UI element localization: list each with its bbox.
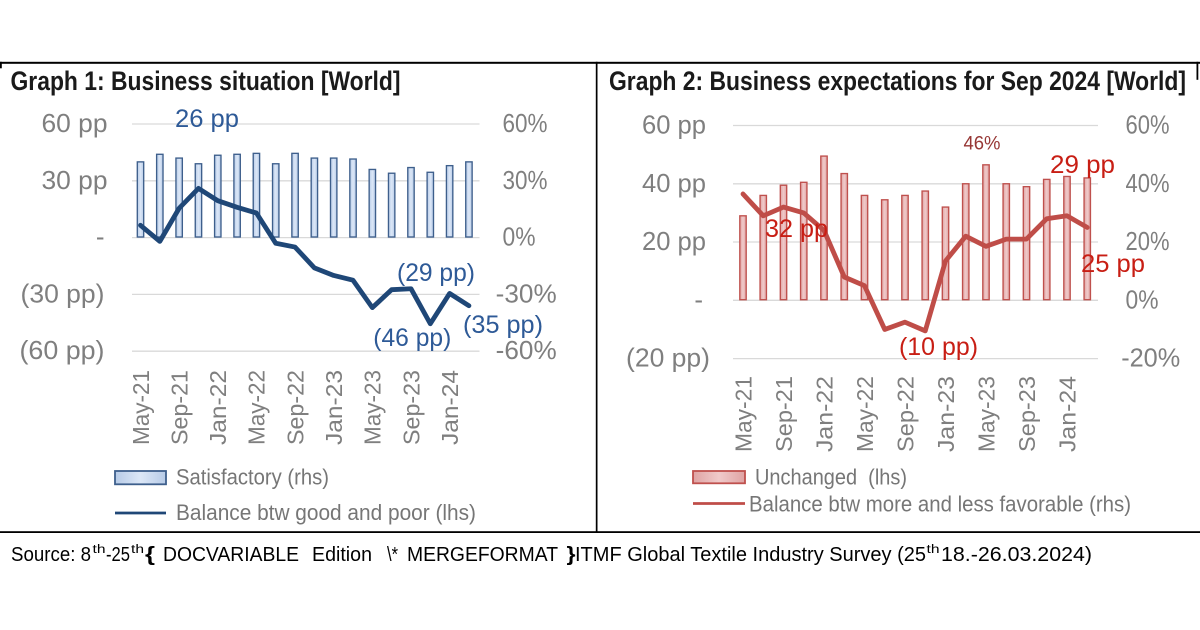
svg-text:May-23: May-23 bbox=[360, 370, 386, 445]
svg-text:29 pp: 29 pp bbox=[1050, 151, 1115, 179]
svg-text:ITMF Global Textile Industry S: ITMF Global Textile Industry Survey (25 bbox=[575, 544, 926, 566]
svg-text:40%: 40% bbox=[1126, 168, 1170, 198]
svg-text:Sep-21: Sep-21 bbox=[771, 376, 797, 452]
svg-text:th: th bbox=[927, 544, 940, 556]
svg-text:(60 pp): (60 pp) bbox=[20, 335, 105, 365]
svg-text:Jan-22: Jan-22 bbox=[205, 370, 231, 445]
svg-text:(29 pp): (29 pp) bbox=[397, 259, 475, 287]
svg-text:May-23: May-23 bbox=[973, 376, 999, 452]
svg-text:Sep-22: Sep-22 bbox=[892, 376, 918, 452]
svg-text:Graph 1: Business situation [W: Graph 1: Business situation [World] bbox=[11, 66, 401, 96]
svg-text:}: } bbox=[567, 544, 576, 566]
svg-text:\*: \* bbox=[387, 544, 398, 566]
svg-text:Balance btw more and less favo: Balance btw more and less favorable (rhs… bbox=[749, 492, 1131, 517]
svg-text:Sep-21: Sep-21 bbox=[166, 370, 192, 445]
svg-text:Jan-23: Jan-23 bbox=[321, 370, 347, 445]
svg-text:30%: 30% bbox=[503, 165, 548, 195]
svg-text:0%: 0% bbox=[1126, 284, 1159, 314]
svg-text:(46 pp): (46 pp) bbox=[373, 324, 451, 352]
svg-text:Balance btw good and poor (lhs: Balance btw good and poor (lhs) bbox=[176, 500, 476, 525]
svg-text:(30 pp): (30 pp) bbox=[21, 278, 105, 308]
svg-text:May-22: May-22 bbox=[244, 370, 270, 445]
svg-text:Jan-23: Jan-23 bbox=[933, 376, 959, 452]
svg-text:-25: -25 bbox=[106, 544, 130, 566]
svg-text:Graph 2: Business expectations: Graph 2: Business expectations for Sep 2… bbox=[609, 66, 1186, 96]
svg-text:Unchanged (lhs): Unchanged (lhs) bbox=[755, 465, 907, 490]
svg-text:32 pp: 32 pp bbox=[765, 215, 828, 243]
svg-text:60 pp: 60 pp bbox=[42, 108, 108, 138]
svg-text:Satisfactory (rhs): Satisfactory (rhs) bbox=[176, 465, 329, 490]
svg-text:May-21: May-21 bbox=[128, 370, 154, 445]
svg-text:{: { bbox=[145, 544, 155, 566]
svg-text:46%: 46% bbox=[964, 134, 1001, 155]
svg-text:40 pp: 40 pp bbox=[642, 168, 706, 198]
svg-text:-30%: -30% bbox=[496, 278, 557, 308]
svg-text:Jan-24: Jan-24 bbox=[1054, 376, 1080, 452]
svg-text:th: th bbox=[131, 544, 144, 556]
svg-text:(10 pp): (10 pp) bbox=[899, 333, 978, 361]
svg-text:18.-26.03.2024): 18.-26.03.2024) bbox=[941, 544, 1092, 566]
svg-text:-: - bbox=[694, 284, 703, 314]
svg-text:60 pp: 60 pp bbox=[642, 110, 706, 140]
svg-text:-60%: -60% bbox=[496, 335, 557, 365]
svg-text:60%: 60% bbox=[1126, 110, 1170, 140]
svg-text:-: - bbox=[96, 222, 105, 252]
svg-text:20%: 20% bbox=[1126, 226, 1170, 256]
svg-text:Jan-22: Jan-22 bbox=[811, 376, 837, 452]
svg-text:May-21: May-21 bbox=[730, 376, 756, 452]
svg-text:-20%: -20% bbox=[1121, 343, 1180, 373]
svg-text:Jan-24: Jan-24 bbox=[437, 370, 463, 445]
svg-text:May-22: May-22 bbox=[852, 376, 878, 452]
svg-text:(20 pp): (20 pp) bbox=[626, 343, 710, 373]
svg-text:60%: 60% bbox=[503, 108, 548, 138]
svg-text:Sep-22: Sep-22 bbox=[282, 370, 308, 445]
svg-text:30 pp: 30 pp bbox=[42, 165, 108, 195]
svg-text:Sep-23: Sep-23 bbox=[398, 370, 424, 445]
svg-text:DOCVARIABLE: DOCVARIABLE bbox=[163, 544, 299, 566]
svg-text:Edition: Edition bbox=[312, 544, 372, 566]
svg-text:26 pp: 26 pp bbox=[175, 105, 239, 133]
svg-text:(35 pp): (35 pp) bbox=[463, 311, 543, 339]
svg-text:th: th bbox=[93, 544, 106, 556]
svg-text:MERGEFORMAT: MERGEFORMAT bbox=[407, 544, 558, 566]
svg-text:20 pp: 20 pp bbox=[642, 226, 706, 256]
svg-text:25 pp: 25 pp bbox=[1081, 250, 1145, 278]
svg-text:0%: 0% bbox=[503, 222, 536, 252]
svg-text:Sep-23: Sep-23 bbox=[1014, 376, 1040, 452]
svg-text:Source: 8: Source: 8 bbox=[11, 544, 91, 566]
